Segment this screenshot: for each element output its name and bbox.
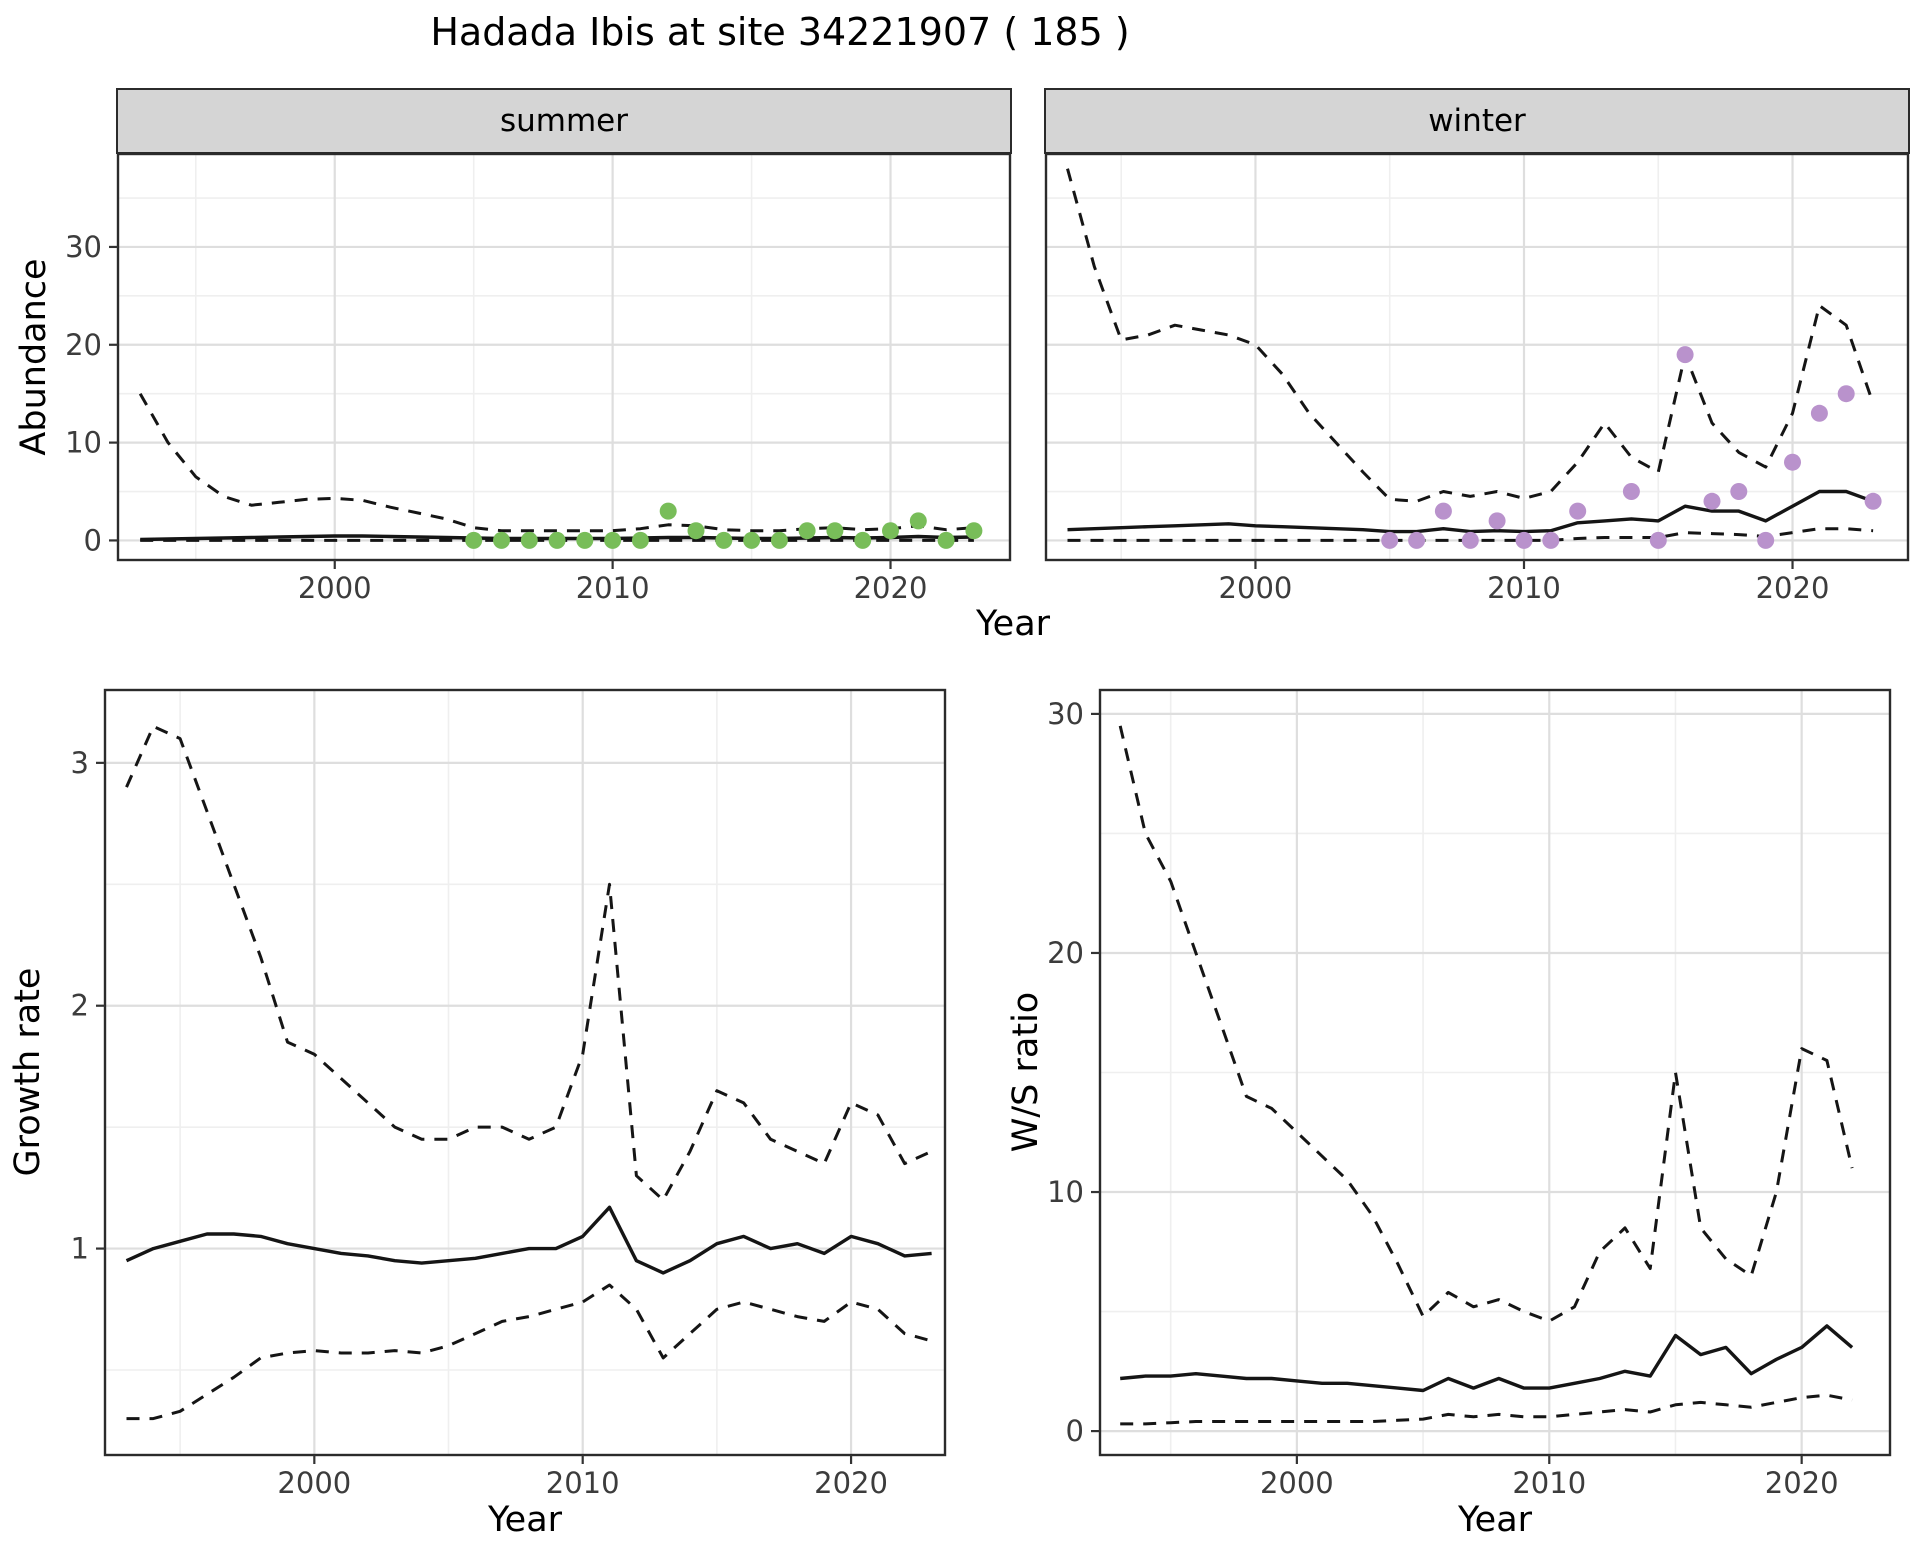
svg-text:2010: 2010	[1512, 1466, 1586, 1500]
svg-text:2000: 2000	[298, 571, 372, 605]
panel-abundance-summer: 2000 2010 2020 0 10 20 30	[65, 152, 1012, 605]
x-axis-label-year-top: Year	[975, 604, 1051, 644]
svg-text:0: 0	[1066, 1414, 1084, 1448]
y-axis-label-growth-rate: Growth rate	[8, 967, 48, 1177]
svg-text:2000: 2000	[1219, 571, 1293, 605]
facet-strip-winter: winter	[1044, 88, 1910, 154]
y-axis-label-ws-ratio: W/S ratio	[1006, 991, 1046, 1153]
svg-text:2000: 2000	[1260, 1466, 1334, 1500]
svg-text:2010: 2010	[546, 1466, 620, 1500]
svg-text:2020: 2020	[1756, 571, 1830, 605]
svg-text:2020: 2020	[1765, 1466, 1839, 1500]
x-axis-label-year-growth: Year	[487, 1500, 563, 1540]
svg-text:2020: 2020	[854, 571, 928, 605]
panel-growth-rate: 2000 2010 2020 1 2 3	[71, 688, 947, 1500]
svg-text:10: 10	[1047, 1175, 1084, 1209]
svg-text:2000: 2000	[277, 1466, 351, 1500]
svg-text:20: 20	[1047, 936, 1084, 970]
facet-strip-summer-label: summer	[499, 103, 628, 139]
svg-text:3: 3	[71, 746, 89, 780]
svg-text:10: 10	[65, 426, 102, 460]
chart-title: Hadada Ibis at site 34221907 ( 185 )	[430, 10, 1130, 54]
svg-text:2: 2	[71, 989, 89, 1023]
svg-text:0: 0	[84, 523, 102, 557]
svg-text:2020: 2020	[814, 1466, 888, 1500]
svg-text:30: 30	[1047, 697, 1084, 731]
svg-text:30: 30	[65, 230, 102, 264]
panel-ws-ratio: 2000 2010 2020 0 10 20 30	[1047, 688, 1892, 1500]
svg-text:2010: 2010	[1487, 571, 1561, 605]
svg-text:2010: 2010	[576, 571, 650, 605]
svg-text:20: 20	[65, 328, 102, 362]
panel-abundance-winter: 2000 2010 2020	[1044, 152, 1910, 605]
x-axis-label-year-ws: Year	[1457, 1500, 1533, 1540]
facet-strip-winter-label: winter	[1428, 103, 1526, 139]
svg-text:1: 1	[71, 1232, 89, 1266]
y-axis-label-abundance: Abundance	[14, 258, 54, 456]
facet-strip-summer: summer	[116, 88, 1012, 154]
